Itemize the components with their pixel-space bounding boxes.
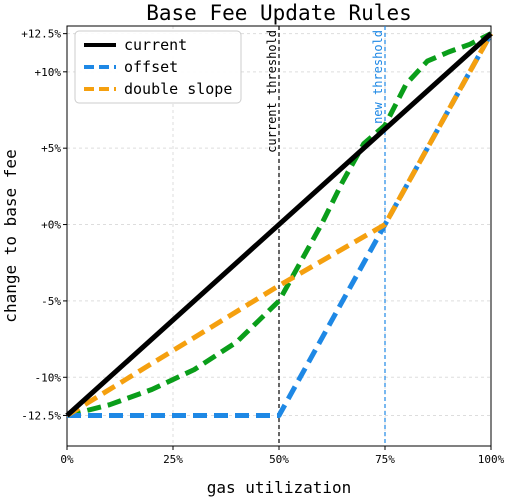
y-tick-label: +0% [41, 219, 61, 232]
y-tick-label: +10% [35, 66, 62, 79]
legend-box [74, 30, 242, 104]
series-line-offset [67, 32, 494, 418]
x-tick-label: 25% [163, 453, 183, 466]
legend-label-offset: offset [124, 58, 178, 76]
legend-label-double-slope: double slope [124, 80, 232, 98]
threshold-annotations: current threshold new threshold [265, 26, 386, 446]
y-tick-label: +5% [41, 142, 61, 155]
y-tick-label: +12.5% [21, 28, 61, 41]
x-tick-label: 100% [478, 453, 505, 466]
x-axis-label: gas utilization [207, 478, 352, 497]
series-line-current [65, 31, 493, 418]
legend-label-current: current [124, 36, 187, 54]
y-axis-label: change to base fee [1, 149, 20, 322]
y-tick-label: -5% [41, 295, 61, 308]
threshold-label-current-threshold: current threshold [265, 30, 279, 153]
x-tick-label: 75% [375, 453, 395, 466]
threshold-label-new-threshold: new threshold [371, 30, 385, 124]
x-tick-label: 50% [269, 453, 289, 466]
x-axis-ticks: 0% 25% 50% 75% 100% [60, 446, 505, 466]
x-tick-label: 0% [60, 453, 74, 466]
series-lines [65, 31, 494, 418]
y-axis-ticks: -12.5% -10% -5% +0% +5% +10% +12.5% [21, 28, 67, 422]
y-tick-label: -10% [35, 371, 62, 384]
legend: current offset double slope [74, 30, 242, 104]
series-line-green-curve [66, 31, 493, 418]
y-tick-label: -12.5% [21, 409, 61, 422]
chart-title: Base Fee Update Rules [146, 1, 412, 25]
